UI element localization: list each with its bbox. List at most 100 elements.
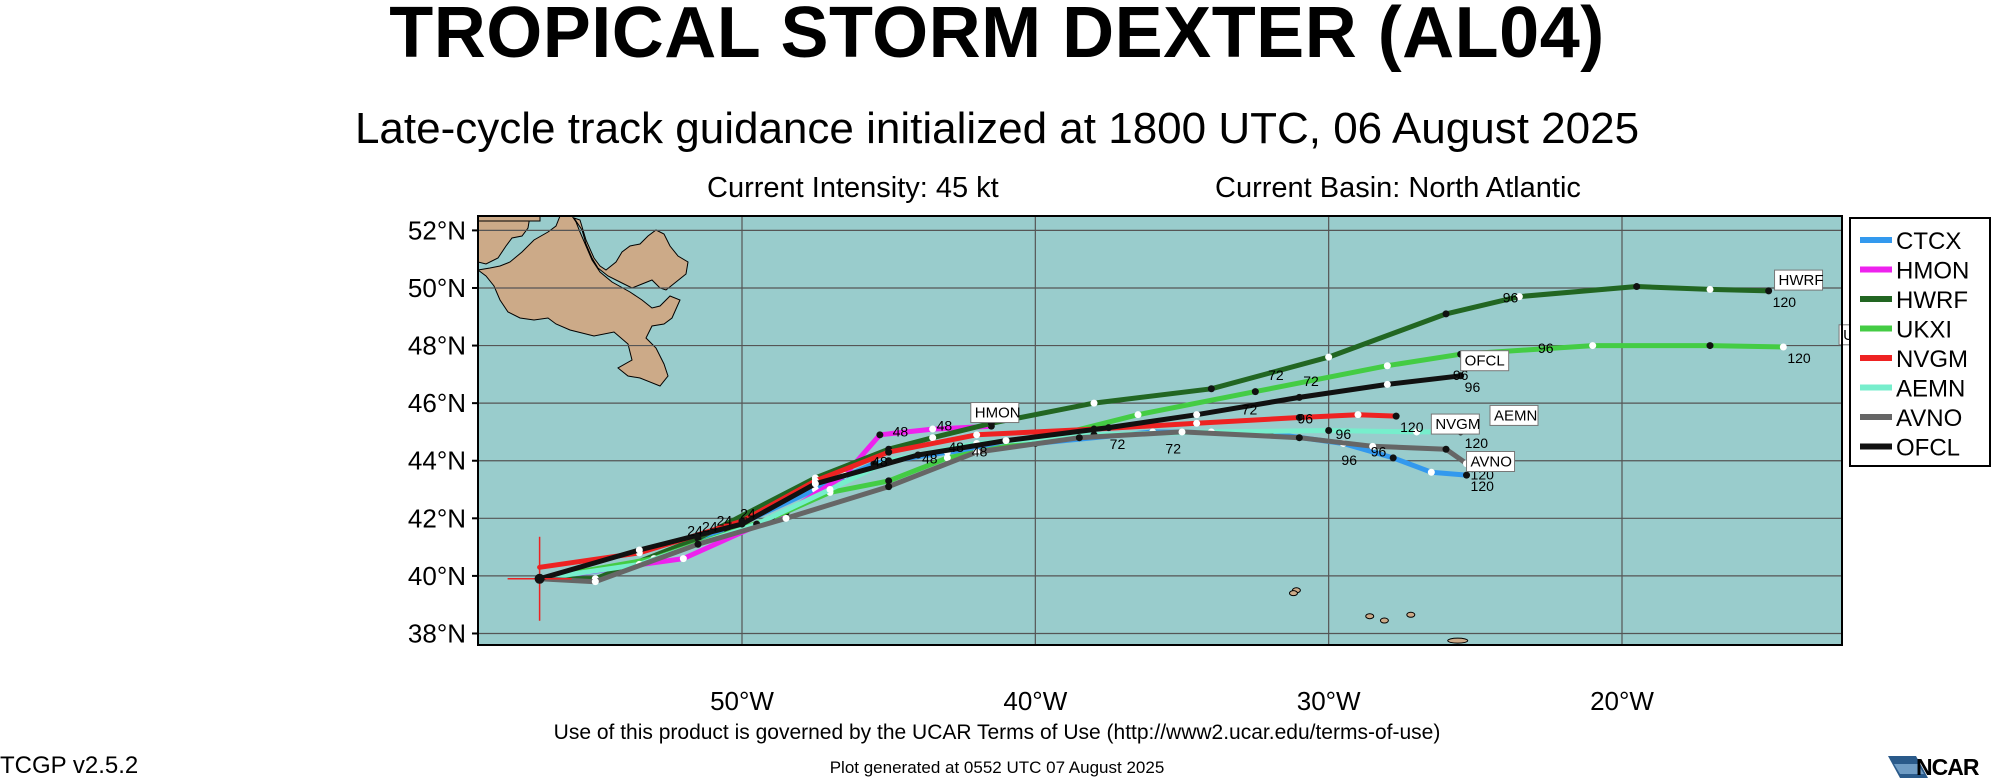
model-box-background [1460,350,1510,372]
lat-tick-label: 46°N [408,388,466,418]
track-point [943,454,951,462]
forecast-hour-label: 24 [687,523,703,539]
track-point [1383,362,1391,370]
model-box-aemn: AEMN [1489,404,1539,426]
forecast-hour-label: 72 [1268,367,1284,383]
model-box-label: NVGM [1435,416,1480,433]
track-point [1706,285,1714,293]
model-tracks [537,283,1787,586]
track-point [885,448,893,456]
track-point [973,431,981,439]
track-point [738,520,746,528]
forecast-hour-label: 72 [1242,402,1258,418]
model-box-ofcl: OFCL [1460,350,1510,372]
lat-tick-label: 42°N [408,503,466,533]
track-point [1354,411,1362,419]
track-point [885,483,893,491]
track-point [635,546,643,554]
legend-label-ctcx: CTCX [1896,228,1961,255]
forecast-hour-label: 48 [872,453,888,469]
track-point [1765,287,1773,295]
lat-tick-label: 52°N [408,215,466,245]
track-end-hour-label: 120 [1773,294,1797,310]
legend-label-ukxi: UKXI [1896,317,1952,344]
lat-tick-label: 48°N [408,331,466,361]
model-box-label: HWRF [1779,272,1824,289]
island-outline [1406,611,1416,618]
lat-tick-label: 38°N [408,618,466,648]
track-point [591,578,599,586]
track-point [811,480,819,488]
track-point [1002,437,1010,445]
azores-islands [1288,587,1469,644]
nova-scotia-coastline [478,216,541,222]
map-axes: 52°N 50°N 48°N 46°N 44°N 42°N 40°N 38°N 50°W 40°W… [408,215,1654,716]
track-point [1383,380,1391,388]
ncar-logo-icon [1888,756,1928,778]
island-outline [1379,617,1389,624]
track-point [1207,385,1215,393]
land-layer [478,216,689,387]
lon-tick-label: 20°W [1590,686,1654,716]
current-intensity: Current Intensity: 45 kt [707,172,999,204]
page-subtitle: Late-cycle track guidance initialized at… [354,104,1640,153]
track-point [876,431,884,439]
page-title: TROPICAL STORM DEXTER (AL04) [389,0,1605,73]
storm-center-dot [534,573,545,584]
lat-tick-label: 40°N [408,561,466,591]
track-point [1325,427,1333,434]
track-point [885,477,893,485]
forecast-hour-label: 72 [1110,436,1126,452]
track-avno [537,429,1469,585]
version-label: TCGP v2.5.2 [0,752,139,779]
plot-generated-time: Plot generated at 0552 UTC 07 August 202… [829,758,1165,777]
legend-label-hmon: HMON [1896,258,1969,285]
forecast-hour-label: 24 [702,518,718,534]
legend-label-ofcl: OFCL [1896,435,1960,462]
track-point [914,451,922,459]
model-box-avno: AVNO [1466,450,1516,472]
track-point [973,448,981,456]
forecast-hour-label: 48 [893,423,909,439]
track-point [1193,419,1201,427]
track-point [1457,372,1465,380]
track-point [1251,388,1259,396]
forecast-hour-label: 96 [1336,426,1352,442]
forecast-hour-label: 24 [717,513,733,529]
lon-tick-label: 50°W [710,686,774,716]
lon-tick-label: 40°W [1003,686,1067,716]
forecast-hour-label: 96 [1503,289,1519,305]
track-point [1442,445,1450,453]
forecast-hour-label: 96 [1341,452,1357,468]
track-point [1134,411,1142,419]
track-point [679,555,687,563]
track-point [1463,471,1471,479]
newfoundland-coastline [478,216,689,387]
forecast-hour-label: 24 [740,505,756,521]
lat-tick-label: 50°N [408,273,466,303]
track-point [694,540,702,548]
model-box-background [1466,450,1516,472]
island-outline [1365,613,1375,620]
track-point [826,486,834,494]
track-point [1295,414,1303,422]
storm-position-marker [507,536,572,621]
track-point [1295,393,1303,401]
island-outline [1288,590,1298,597]
track-point [1369,442,1377,450]
track-point [1442,310,1450,318]
track-end-hour-label: 120 [1787,350,1811,366]
track-point [1427,468,1435,476]
track-end-hour-label: 120 [1400,419,1424,435]
model-box-hmon: HMON [970,402,1021,424]
track-point [1706,342,1714,350]
track-point [1090,399,1098,407]
track-point [1413,428,1421,436]
track-point [1392,412,1400,420]
model-box-nvgm: NVGM [1430,413,1480,435]
track-end-hour-label: 96 [1465,379,1481,395]
track-point [1389,454,1397,462]
